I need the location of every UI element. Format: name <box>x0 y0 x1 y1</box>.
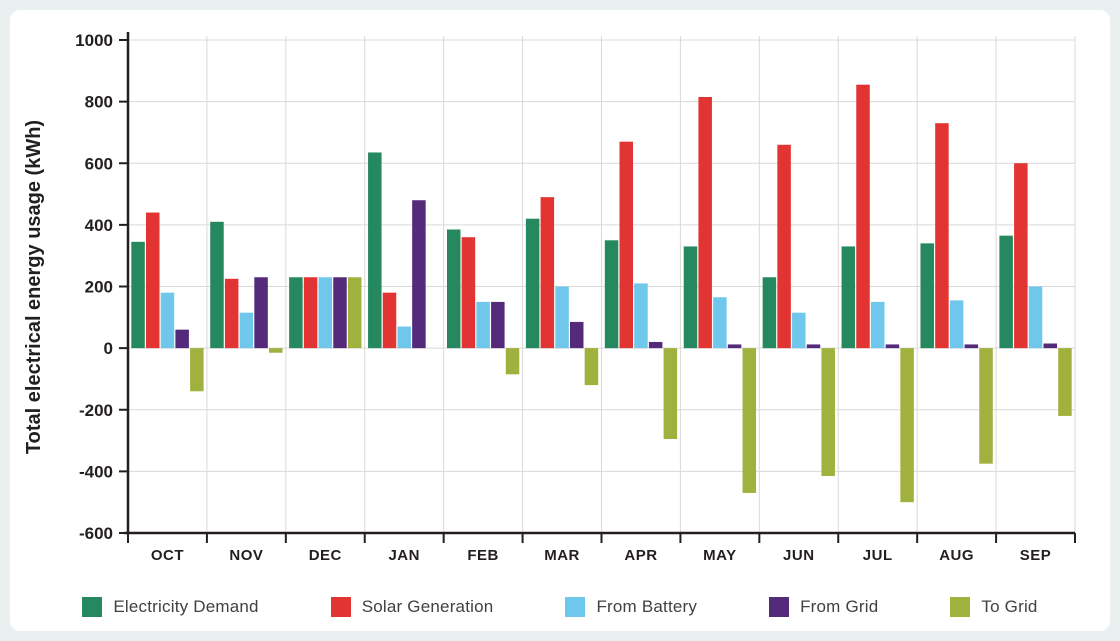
chart-legend: Electricity Demand Solar Generation From B… <box>10 597 1110 617</box>
y-axis-title: Total electrical energy usage (kWh) <box>23 120 45 454</box>
legend-label: From Battery <box>596 597 698 616</box>
x-category-label: AUG <box>939 547 974 564</box>
bar <box>999 235 1013 349</box>
bar <box>254 277 268 349</box>
bar <box>856 84 870 349</box>
bar <box>949 300 964 349</box>
bar <box>792 312 806 349</box>
bar <box>175 329 189 349</box>
bar <box>446 229 461 349</box>
bar <box>979 348 993 464</box>
bar <box>742 348 757 493</box>
bar <box>318 277 333 349</box>
bar <box>491 301 505 349</box>
bar <box>1058 348 1072 416</box>
y-tick-label: -600 <box>79 524 113 543</box>
x-category-label: MAY <box>703 547 736 564</box>
bar <box>870 301 885 349</box>
bar <box>777 144 791 349</box>
legend-label: Solar Generation <box>361 597 494 616</box>
legend-item: From Grid <box>769 597 878 617</box>
bar <box>920 243 934 349</box>
y-tick-label: 200 <box>85 278 113 297</box>
bar <box>525 218 540 349</box>
bar <box>555 286 569 349</box>
legend-swatch-icon <box>950 597 971 617</box>
y-tick-label: 0 <box>104 339 113 358</box>
bar <box>347 277 362 349</box>
bar <box>146 212 160 349</box>
legend-item: Electricity Demand <box>82 597 259 617</box>
x-category-label: APR <box>624 547 657 564</box>
bar <box>210 221 224 349</box>
bar <box>821 348 835 476</box>
legend-label: Electricity Demand <box>113 597 259 616</box>
bar <box>289 277 303 349</box>
y-tick-label: -400 <box>79 462 113 481</box>
bar <box>683 246 698 349</box>
y-tick-label: 800 <box>85 93 113 112</box>
legend-item: To Grid <box>950 597 1037 617</box>
bar <box>634 283 648 349</box>
bar <box>698 97 712 349</box>
y-tick-label: 400 <box>85 216 113 235</box>
bar <box>303 277 318 349</box>
bar <box>841 246 856 349</box>
legend-label: To Grid <box>981 597 1038 616</box>
x-category-label: NOV <box>229 547 263 564</box>
legend-item: Solar Generation <box>330 597 494 617</box>
bar <box>333 277 347 349</box>
bar-chart: Total electrical energy usage (kWh) 1000… <box>23 31 1076 564</box>
bar <box>476 301 490 349</box>
legend-swatch-icon <box>565 597 586 617</box>
bar <box>1014 163 1028 349</box>
bar <box>382 292 397 349</box>
y-tick-label: 1000 <box>75 31 113 50</box>
bar <box>806 344 821 349</box>
bar <box>368 152 382 349</box>
legend-swatch-icon <box>82 597 103 617</box>
bar <box>604 240 619 349</box>
bar <box>190 348 204 392</box>
bar <box>397 326 411 349</box>
bar <box>762 277 777 349</box>
bar <box>584 348 599 386</box>
chart-panel: Total electrical energy usage (kWh) 1000… <box>10 10 1110 631</box>
bar <box>505 348 520 375</box>
x-category-label: OCT <box>151 547 184 564</box>
x-category-label: SEP <box>1020 547 1052 564</box>
x-category-label: DEC <box>309 547 342 564</box>
x-category-label: JUN <box>783 547 815 564</box>
legend-item: From Battery <box>565 597 697 617</box>
bar <box>964 344 979 349</box>
bar <box>648 341 663 349</box>
x-category-label: MAR <box>544 547 580 564</box>
bar <box>935 123 949 349</box>
bar <box>540 197 555 349</box>
bar <box>461 237 476 349</box>
bar <box>412 200 426 349</box>
legend-label: From Grid <box>800 597 879 616</box>
legend-swatch-icon <box>769 597 790 617</box>
bar <box>1028 286 1043 349</box>
bar <box>900 348 914 503</box>
x-category-label: FEB <box>467 547 499 564</box>
bar <box>663 348 678 440</box>
bar <box>269 348 283 353</box>
legend-swatch-icon <box>330 597 351 617</box>
x-category-label: JAN <box>388 547 420 564</box>
bar <box>1043 343 1057 349</box>
bar <box>713 297 727 349</box>
bar <box>224 278 239 349</box>
x-category-label: JUL <box>863 547 893 564</box>
bar <box>727 344 742 349</box>
bar <box>619 141 634 349</box>
bar <box>885 344 900 349</box>
bar <box>569 321 584 349</box>
bar <box>131 241 145 349</box>
bar <box>239 312 254 349</box>
bar <box>160 292 175 349</box>
y-tick-label: 600 <box>85 154 113 173</box>
y-tick-label: -200 <box>79 401 113 420</box>
